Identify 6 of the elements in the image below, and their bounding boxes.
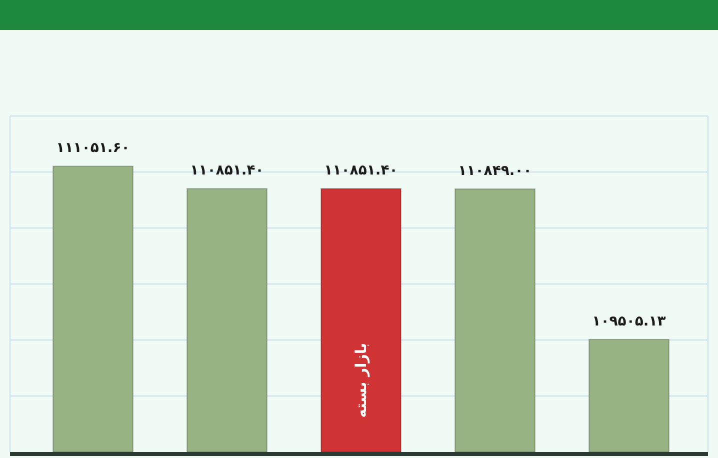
- data-label: ۱۰۹۵۰۵.۱۳: [592, 313, 666, 330]
- data-label: ۱۱۰۸۴۹.۰۰: [458, 162, 532, 179]
- data-label: ۱۱۰۸۵۱.۴۰: [324, 162, 398, 179]
- data-label: ۱۱۱۰۵۱.۶۰: [56, 140, 130, 156]
- annotation: بازار بسته: [352, 342, 370, 418]
- data-label: ۱۱۰۸۵۱.۴۰: [190, 162, 264, 179]
